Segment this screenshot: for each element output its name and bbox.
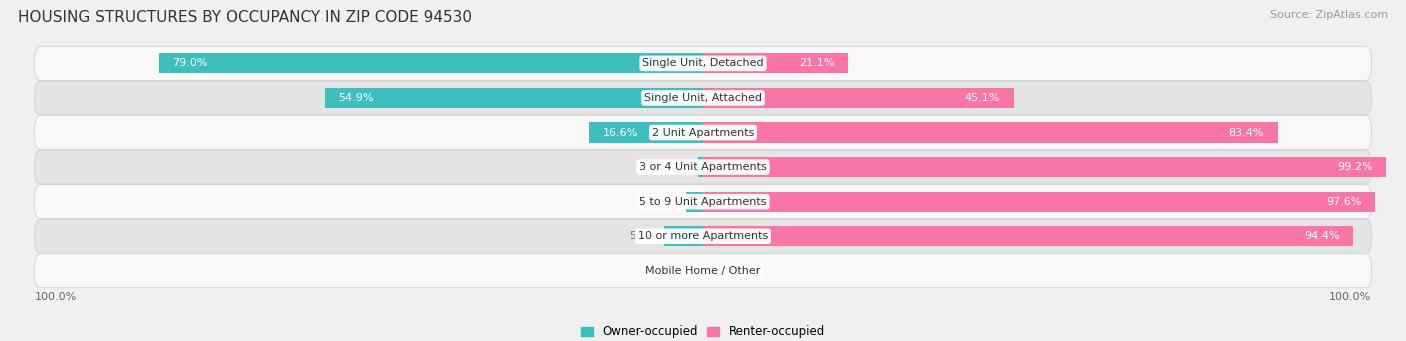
Bar (703, 122, 1278, 143)
Text: 100.0%: 100.0% (1329, 292, 1371, 302)
Text: Source: ZipAtlas.com: Source: ZipAtlas.com (1270, 10, 1388, 20)
FancyBboxPatch shape (35, 81, 1371, 115)
Text: 54.9%: 54.9% (339, 93, 374, 103)
FancyBboxPatch shape (35, 150, 1371, 184)
Bar (589, 122, 703, 143)
Text: Single Unit, Attached: Single Unit, Attached (644, 93, 762, 103)
Bar (703, 226, 1354, 246)
FancyBboxPatch shape (35, 185, 1371, 219)
Bar (159, 53, 703, 73)
Text: 94.4%: 94.4% (1303, 231, 1340, 241)
Text: 97.6%: 97.6% (1326, 197, 1361, 207)
Text: 99.2%: 99.2% (1337, 162, 1372, 172)
Text: 3 or 4 Unit Apartments: 3 or 4 Unit Apartments (640, 162, 766, 172)
Text: Single Unit, Detached: Single Unit, Detached (643, 58, 763, 69)
Text: 45.1%: 45.1% (965, 93, 1000, 103)
FancyBboxPatch shape (35, 46, 1371, 80)
Text: 10 or more Apartments: 10 or more Apartments (638, 231, 768, 241)
Text: 5 to 9 Unit Apartments: 5 to 9 Unit Apartments (640, 197, 766, 207)
Text: 2 Unit Apartments: 2 Unit Apartments (652, 128, 754, 137)
FancyBboxPatch shape (35, 116, 1371, 149)
Bar (325, 88, 703, 108)
Text: 0.0%: 0.0% (710, 266, 738, 276)
Text: 83.4%: 83.4% (1229, 128, 1264, 137)
Text: 79.0%: 79.0% (173, 58, 208, 69)
Text: Mobile Home / Other: Mobile Home / Other (645, 266, 761, 276)
FancyBboxPatch shape (35, 219, 1371, 253)
Text: 21.1%: 21.1% (799, 58, 835, 69)
Bar (703, 88, 1014, 108)
Text: HOUSING STRUCTURES BY OCCUPANCY IN ZIP CODE 94530: HOUSING STRUCTURES BY OCCUPANCY IN ZIP C… (18, 10, 472, 25)
Bar (703, 53, 848, 73)
Text: 100.0%: 100.0% (35, 292, 77, 302)
Text: 16.6%: 16.6% (602, 128, 638, 137)
Text: 5.6%: 5.6% (630, 231, 658, 241)
Bar (686, 192, 703, 212)
Bar (697, 157, 703, 177)
Bar (703, 157, 1386, 177)
Text: 0.79%: 0.79% (655, 162, 690, 172)
Text: 2.4%: 2.4% (651, 197, 679, 207)
FancyBboxPatch shape (35, 254, 1371, 288)
Legend: Owner-occupied, Renter-occupied: Owner-occupied, Renter-occupied (576, 321, 830, 341)
Bar (703, 192, 1375, 212)
Bar (665, 226, 703, 246)
Text: 0.0%: 0.0% (668, 266, 696, 276)
